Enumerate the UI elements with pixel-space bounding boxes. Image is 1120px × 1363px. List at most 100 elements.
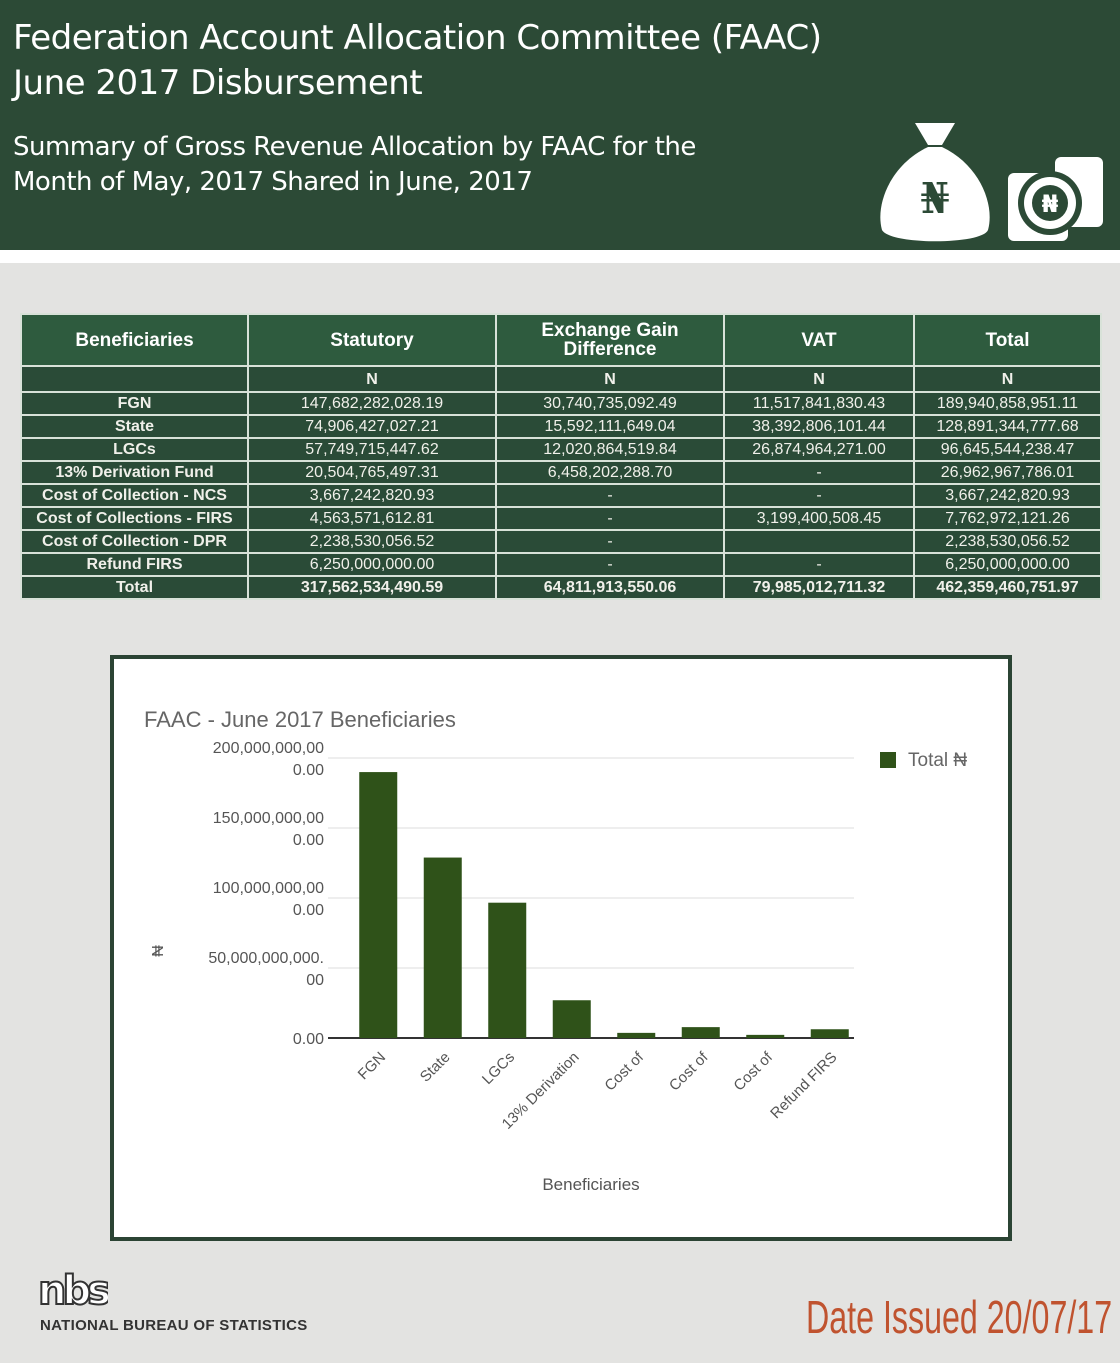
value-cell: N: [723, 365, 915, 393]
value-cell: -: [495, 483, 725, 508]
svg-text:nbs: nbs: [38, 1268, 108, 1314]
beneficiary-cell: FGN: [20, 391, 249, 416]
value-cell: 26,874,964,271.00: [723, 437, 915, 462]
table-row: FGN 147,682,282,028.19 30,740,735,092.49 11…: [20, 391, 1102, 416]
title-line-2: June 2017 Disbursement: [13, 63, 423, 103]
value-cell: 12,020,864,519.84: [495, 437, 725, 462]
naira-sign: ₦: [1042, 190, 1059, 218]
x-tick-label: FGN: [355, 1049, 389, 1083]
table-row: Refund FIRS 6,250,000,000.00- -6,250,000,0…: [20, 552, 1102, 577]
y-tick-label: 150,000,000,00: [213, 810, 324, 827]
table-row: LGCs 57,749,715,447.62 12,020,864,519.84 26…: [20, 437, 1102, 462]
beneficiary-cell: Total: [20, 575, 249, 600]
beneficiary-cell: Cost of Collections - FIRS: [20, 506, 249, 531]
value-cell: 74,906,427,027.21: [247, 414, 497, 439]
value-cell: 462,359,460,751.97: [913, 575, 1102, 600]
col-header: Total: [913, 313, 1102, 367]
value-cell: 26,962,967,786.01: [913, 460, 1102, 485]
table-row: Total 317,562,534,490.59 64,811,913,550.06…: [20, 575, 1102, 600]
beneficiary-cell: 13% Derivation Fund: [20, 460, 249, 485]
beneficiary-cell: Cost of Collection - DPR: [20, 529, 249, 554]
org-name: NATIONAL BUREAU OF STATISTICS: [40, 1317, 308, 1334]
value-cell: 6,250,000,000.00: [913, 552, 1102, 577]
table-row: Cost of Collection - NCS 3,667,242,820.93…: [20, 483, 1102, 508]
money-icons: ₦ ₦: [880, 123, 1103, 242]
subtitle-line-1: Summary of Gross Revenue Allocation by F…: [13, 132, 696, 162]
value-cell: -: [495, 506, 725, 531]
header-banner: Federation Account Allocation Committee …: [0, 0, 1120, 250]
subtitle-line-2: Month of May, 2017 Shared in June, 2017: [13, 167, 533, 197]
allocation-table: Beneficiaries Statutory Exchange Gain Di…: [20, 313, 1102, 600]
page-subtitle: Summary of Gross Revenue Allocation by F…: [13, 130, 696, 200]
bar[interactable]: [552, 1000, 591, 1038]
x-tick-label: Cost of: [730, 1048, 776, 1094]
value-cell: [723, 529, 915, 554]
value-cell: -: [495, 552, 725, 577]
table-row: Cost of Collection - DPR 2,238,530,056.52…: [20, 529, 1102, 554]
bar[interactable]: [488, 902, 527, 1038]
x-tick-label: Cost of: [666, 1048, 712, 1094]
y-axis-label: ₦: [150, 945, 167, 957]
value-cell: 3,199,400,508.45: [723, 506, 915, 531]
value-cell: 147,682,282,028.19: [247, 391, 497, 416]
value-cell: 96,645,544,238.47: [913, 437, 1102, 462]
x-tick-label: Cost of: [601, 1048, 647, 1094]
x-axis-label: Beneficiaries: [542, 1175, 639, 1194]
x-tick-label: LGCs: [479, 1049, 518, 1088]
date-issued: Date Issued 20/07/17: [806, 1291, 1113, 1343]
beneficiary-cell: Refund FIRS: [20, 552, 249, 577]
bar[interactable]: [359, 772, 398, 1038]
value-cell: 6,250,000,000.00: [247, 552, 497, 577]
col-header: Statutory: [247, 313, 497, 367]
col-header: Exchange Gain Difference: [495, 313, 725, 367]
table-row: State 74,906,427,027.21 15,592,111,649.04 3…: [20, 414, 1102, 439]
bar[interactable]: [810, 1029, 849, 1038]
value-cell: 189,940,858,951.11: [913, 391, 1102, 416]
y-tick-label: 100,000,000,00: [213, 880, 324, 897]
bar[interactable]: [423, 857, 462, 1038]
y-tick-label: 0.00: [293, 762, 324, 779]
y-tick-label: 50,000,000,000.: [208, 950, 324, 967]
value-cell: 30,740,735,092.49: [495, 391, 725, 416]
bar-chart: FAAC - June 2017 Beneficiaries 200,000,00…: [144, 707, 967, 1194]
y-tick-label: 0.00: [293, 902, 324, 919]
value-cell: 11,517,841,830.43: [723, 391, 915, 416]
table-row: Cost of Collections - FIRS 4,563,571,612.…: [20, 506, 1102, 531]
value-cell: 57,749,715,447.62: [247, 437, 497, 462]
divider-strip: [0, 250, 1120, 263]
beneficiary-cell: Cost of Collection - NCS: [20, 483, 249, 508]
value-cell: -: [723, 460, 915, 485]
chart-title: FAAC - June 2017 Beneficiaries: [144, 707, 456, 732]
x-tick-label: State: [417, 1049, 454, 1086]
value-cell: 3,667,242,820.93: [913, 483, 1102, 508]
nbs-logo: nbs: [38, 1267, 108, 1315]
beneficiary-cell: LGCs: [20, 437, 249, 462]
value-cell: 15,592,111,649.04: [495, 414, 725, 439]
value-cell: 2,238,530,056.52: [247, 529, 497, 554]
value-cell: 317,562,534,490.59: [247, 575, 497, 600]
value-cell: 3,667,242,820.93: [247, 483, 497, 508]
beneficiary-cell: [20, 365, 249, 393]
title-line-1: Federation Account Allocation Committee …: [13, 18, 822, 58]
beneficiary-cell: State: [20, 414, 249, 439]
naira-coins-icon: ₦: [1008, 157, 1103, 241]
table-header-row: Beneficiaries Statutory Exchange Gain Di…: [20, 313, 1102, 367]
table-row: 13% Derivation Fund 20,504,765,497.31 6,45…: [20, 460, 1102, 485]
bar[interactable]: [746, 1034, 785, 1038]
value-cell: 6,458,202,288.70: [495, 460, 725, 485]
value-cell: 2,238,530,056.52: [913, 529, 1102, 554]
bar[interactable]: [681, 1027, 720, 1038]
value-cell: 7,762,972,121.26: [913, 506, 1102, 531]
y-tick-label: 0.00: [293, 1031, 324, 1048]
money-bag-naira-icon: ₦: [880, 123, 990, 242]
col-header: Beneficiaries: [20, 313, 249, 367]
value-cell: N: [913, 365, 1102, 393]
y-tick-label: 00: [306, 972, 324, 989]
naira-sign: ₦: [920, 174, 949, 223]
legend-swatch: [880, 752, 896, 768]
value-cell: N: [495, 365, 725, 393]
value-cell: 38,392,806,101.44: [723, 414, 915, 439]
x-tick-label: Refund FIRS: [767, 1049, 840, 1122]
bar[interactable]: [617, 1032, 656, 1038]
